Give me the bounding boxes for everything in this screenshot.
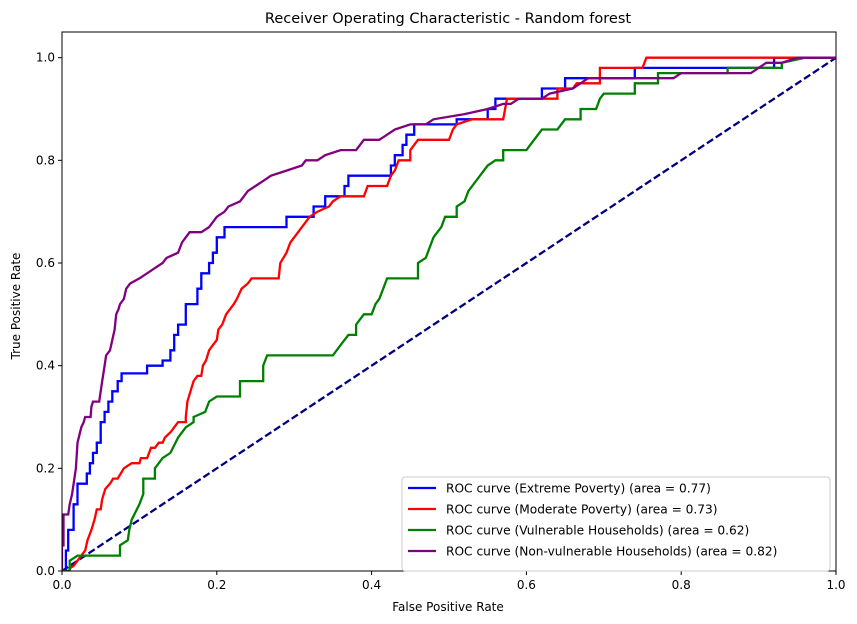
reference-line-layer [62, 56, 836, 571]
x-tick-label: 0.0 [52, 578, 71, 592]
series-line-4 [62, 56, 836, 571]
series-line-3 [62, 56, 836, 571]
legend-label-2: ROC curve (Moderate Poverty) (area = 0.7… [446, 503, 718, 517]
y-tick-label: 0.2 [36, 461, 55, 475]
y-tick-label: 0.6 [36, 256, 55, 270]
x-tick-label: 0.4 [362, 578, 381, 592]
y-tick-label: 0.4 [36, 359, 55, 373]
y-tick-label: 0.8 [36, 153, 55, 167]
x-tick-label: 0.6 [517, 578, 536, 592]
legend-box [401, 476, 831, 572]
legend: ROC curve (Extreme Poverty) (area = 0.77… [401, 476, 831, 572]
y-axis-label: True Positive Rate [9, 253, 23, 361]
legend-label-3: ROC curve (Vulnerable Households) (area … [446, 524, 749, 538]
x-axis-ticks: 0.0 0.2 0.4 0.6 0.8 1.0 [52, 571, 846, 592]
legend-label-1: ROC curve (Extreme Poverty) (area = 0.77… [446, 482, 711, 496]
x-tick-label: 1.0 [826, 578, 845, 592]
x-tick-label: 0.2 [207, 578, 226, 592]
y-tick-label: 0.0 [36, 564, 55, 578]
reference-diagonal-line [62, 56, 836, 571]
y-axis-ticks: 0.0 0.2 0.4 0.6 0.8 1.0 [36, 51, 62, 578]
chart-title: Receiver Operating Characteristic - Rand… [265, 11, 631, 27]
series-layer [62, 56, 836, 571]
y-tick-label: 1.0 [36, 51, 55, 65]
series-line-1 [62, 56, 836, 571]
x-axis-label: False Positive Rate [392, 600, 504, 614]
x-tick-label: 0.8 [672, 578, 691, 592]
legend-label-4: ROC curve (Non-vulnerable Households) (a… [446, 545, 777, 559]
series-line-2 [62, 56, 836, 571]
